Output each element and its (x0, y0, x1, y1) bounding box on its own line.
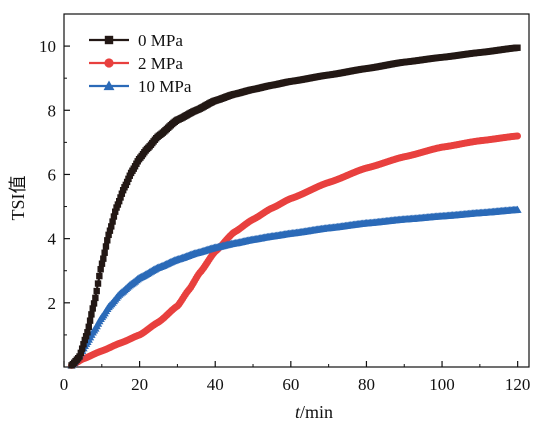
legend-label: 10 MPa (138, 77, 192, 96)
series-10-mpa (67, 205, 522, 369)
series-2-mpa (68, 132, 521, 369)
y-tick-label-2: 2 (48, 294, 57, 313)
data-point (89, 305, 96, 312)
data-point (80, 341, 87, 348)
data-point (78, 345, 86, 352)
series-layer (67, 44, 522, 369)
data-point (94, 280, 102, 287)
data-point (82, 333, 90, 340)
x-axis-label-italic: t (295, 402, 301, 422)
x-tick-label-80: 80 (358, 375, 375, 394)
y-tick-label-4: 4 (48, 230, 57, 249)
data-point (92, 294, 99, 302)
series-0-mpa (68, 44, 521, 369)
data-point (105, 231, 112, 239)
data-point (96, 272, 103, 280)
data-point (102, 243, 110, 250)
data-point (76, 353, 83, 360)
data-point (101, 249, 108, 256)
data-point (514, 44, 521, 51)
data-point (109, 218, 116, 225)
y-tick-label-8: 8 (48, 101, 57, 120)
x-tick-label-40: 40 (207, 375, 224, 394)
data-point (513, 132, 521, 140)
x-tick-label-0: 0 (60, 375, 69, 394)
legend-label: 0 MPa (138, 31, 183, 50)
x-tick-label-100: 100 (429, 375, 455, 394)
data-point (81, 336, 88, 344)
legend-marker (104, 58, 114, 68)
legend-entry-10-mpa: 10 MPa (89, 77, 192, 96)
plot-frame (63, 13, 530, 368)
x-tick-label-120: 120 (505, 375, 531, 394)
data-point (112, 208, 119, 215)
data-point (84, 329, 91, 336)
legend-entry-2-mpa: 2 MPa (89, 54, 183, 73)
legend-marker (104, 35, 114, 45)
data-point (88, 311, 95, 318)
data-point (117, 194, 124, 201)
data-point (90, 300, 98, 307)
data-point (110, 213, 118, 220)
data-point (106, 227, 114, 234)
x-axis-label-unit: /min (300, 402, 333, 422)
data-point (85, 323, 92, 331)
plot-border (63, 13, 530, 368)
legend-entry-0-mpa: 0 MPa (89, 31, 183, 50)
data-point (108, 223, 115, 230)
data-point (98, 260, 106, 267)
y-tick-label-10: 10 (39, 37, 56, 56)
legend: 0 MPa 2 MPa 10 MPa (89, 31, 192, 96)
ticks-layer: 0 20 40 60 80 100 120 2 4 6 8 10 (39, 37, 530, 394)
data-point (86, 317, 94, 324)
x-axis-label: t/min (295, 402, 333, 422)
x-tick-label-60: 60 (282, 375, 299, 394)
legend-marker (103, 80, 115, 91)
data-point (93, 287, 100, 295)
data-point (114, 201, 122, 208)
data-point (115, 197, 123, 205)
y-axis-label: TSI值 (8, 176, 28, 221)
x-tick-label-20: 20 (131, 375, 148, 394)
data-point (104, 237, 111, 244)
data-point (513, 205, 522, 213)
data-point (118, 190, 126, 197)
data-point (97, 266, 104, 273)
series-line (71, 134, 518, 367)
y-tick-label-6: 6 (48, 165, 57, 184)
data-point (100, 255, 107, 262)
data-point (77, 349, 85, 357)
legend-label: 2 MPa (138, 54, 183, 73)
